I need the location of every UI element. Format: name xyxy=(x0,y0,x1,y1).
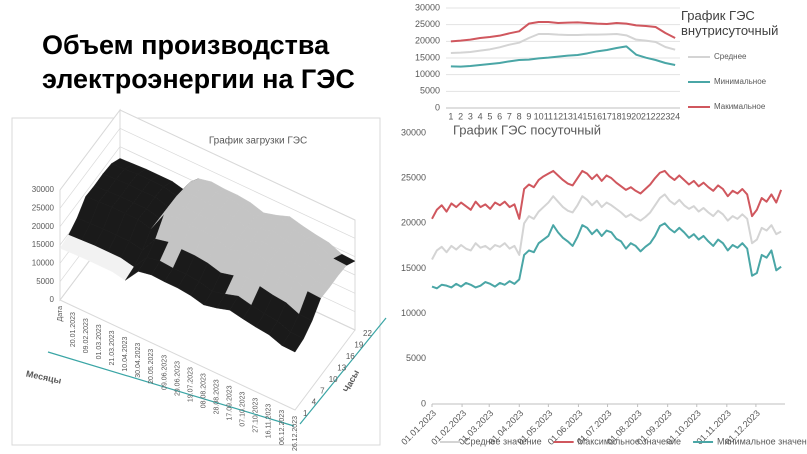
z-tick-label: 25000 xyxy=(32,203,55,212)
x-tick-label: 20.01.2023 xyxy=(70,312,77,347)
y-tick-label: 25000 xyxy=(415,19,440,29)
x-tick-label: 1 xyxy=(448,111,453,121)
x-tick-label: 16.11.2023 xyxy=(266,404,273,439)
y-tick-label: 20000 xyxy=(415,36,440,46)
series-line xyxy=(431,169,783,220)
x-tick-label: 9 xyxy=(526,111,531,121)
chart-title: График ГЭС посуточный xyxy=(453,122,601,137)
x-tick-label: 4 xyxy=(478,111,483,121)
x-tick-label: 27.10.2023 xyxy=(253,398,260,433)
x-tick-label: 07.10.2023 xyxy=(240,391,247,426)
x-tick-label: 20.05.2023 xyxy=(148,349,155,384)
y-tick-label: 25000 xyxy=(401,173,426,183)
hour-tick-label: 13 xyxy=(337,363,346,372)
x-tick-label: 06.12.2023 xyxy=(279,410,286,445)
y-tick-label: 5000 xyxy=(420,86,440,96)
x-tick-label: 30.04.2023 xyxy=(135,343,142,378)
y-tick-label: 10000 xyxy=(401,308,426,318)
hour-tick-label: 1 xyxy=(303,409,308,418)
x-tick-label: 21 xyxy=(641,111,651,121)
chart-title: График ГЭС внутрисуточный xyxy=(681,8,779,38)
x-tick-label: 19.07.2023 xyxy=(187,367,194,402)
x-tick-label: 23 xyxy=(660,111,670,121)
x-tick-label: 22 xyxy=(651,111,661,121)
z-tick-label: 0 xyxy=(50,295,55,304)
y-tick-label: 30000 xyxy=(415,2,440,12)
hour-tick-label: 7 xyxy=(320,386,325,395)
x-tick-label: 2 xyxy=(458,111,463,121)
chart-title: График загрузки ГЭС xyxy=(209,135,307,147)
months-arrow xyxy=(47,351,295,427)
x-tick-label: 3 xyxy=(468,111,473,121)
y-tick-label: 5000 xyxy=(406,353,426,363)
x-tick-label: 17.09.2023 xyxy=(227,385,234,420)
z-tick-label: 10000 xyxy=(32,258,55,267)
legend-label: Макимальное xyxy=(714,102,766,111)
x-tick-label: 19 xyxy=(621,111,631,121)
x-tick-label: Дата xyxy=(57,306,64,322)
y-tick-label: 20000 xyxy=(401,218,426,228)
series-line xyxy=(450,45,676,68)
series-line xyxy=(450,21,676,43)
y-tick-label: 30000 xyxy=(401,127,426,137)
y-tick-label: 10000 xyxy=(415,69,440,79)
series-line xyxy=(431,222,782,290)
hour-tick-label: 4 xyxy=(312,398,317,407)
grid-line xyxy=(59,127,356,239)
x-tick-label: 18 xyxy=(612,111,622,121)
legend-label: Минимальное xyxy=(714,77,767,86)
hour-tick-label: 10 xyxy=(329,375,338,384)
y-tick-label: 0 xyxy=(435,102,440,112)
legend-label: Среднее значение xyxy=(464,436,542,446)
x-tick-label: 14 xyxy=(573,111,583,121)
x-tick-label: 09.06.2023 xyxy=(161,355,168,390)
x-tick-label: 6 xyxy=(497,111,502,121)
x-tick-label: 11 xyxy=(544,111,553,121)
hour-tick-label: 19 xyxy=(354,341,363,350)
hour-tick-label: 16 xyxy=(346,352,355,361)
x-tick-label: 01.03.2023 xyxy=(96,324,103,359)
x-tick-label: 09.02.2023 xyxy=(83,318,90,353)
x-tick-label: 8 xyxy=(517,111,522,121)
hour-tick-label: 22 xyxy=(363,329,372,338)
legend-label: Среднее xyxy=(714,52,747,61)
y-tick-label: 0 xyxy=(421,398,426,408)
series-line xyxy=(431,193,782,260)
x-tick-label: 24 xyxy=(670,111,680,121)
x-tick-label: 10.04.2023 xyxy=(122,336,129,371)
x-tick-label: 20 xyxy=(631,111,641,121)
z-tick-label: 15000 xyxy=(32,240,55,249)
z-tick-label: 30000 xyxy=(32,185,55,194)
x-tick-label: 29.06.2023 xyxy=(174,361,181,396)
x-tick-label: 26.12.2023 xyxy=(292,416,299,451)
z-tick-label: 5000 xyxy=(36,277,54,286)
x-tick-label: 12 xyxy=(553,111,563,121)
slide-title: Объем производства электроэнергии на ГЭС xyxy=(42,30,355,94)
x-tick-label: 15 xyxy=(582,111,592,121)
z-tick-label: 20000 xyxy=(32,222,55,231)
x-tick-label: 13 xyxy=(563,111,573,121)
x-tick-label: 21.03.2023 xyxy=(109,330,116,365)
x-tick-label: 10 xyxy=(534,111,544,121)
y-tick-label: 15000 xyxy=(401,263,426,273)
x-tick-label: 16 xyxy=(592,111,602,121)
legend-label: Минимальное значение xyxy=(717,436,807,446)
series-line xyxy=(450,33,676,54)
x-tick-label: 7 xyxy=(507,111,512,121)
x-tick-label: 08.08.2023 xyxy=(200,373,207,408)
legend-label: Максимальное значение xyxy=(578,436,681,446)
y-tick-label: 15000 xyxy=(415,52,440,62)
x-tick-label: 5 xyxy=(487,111,492,121)
x-tick-label: 28.08.2023 xyxy=(214,379,221,414)
x-tick-label: 17 xyxy=(602,111,612,121)
grid-line xyxy=(59,109,356,221)
hours-arrow xyxy=(299,317,387,425)
surface-patch xyxy=(281,331,304,353)
